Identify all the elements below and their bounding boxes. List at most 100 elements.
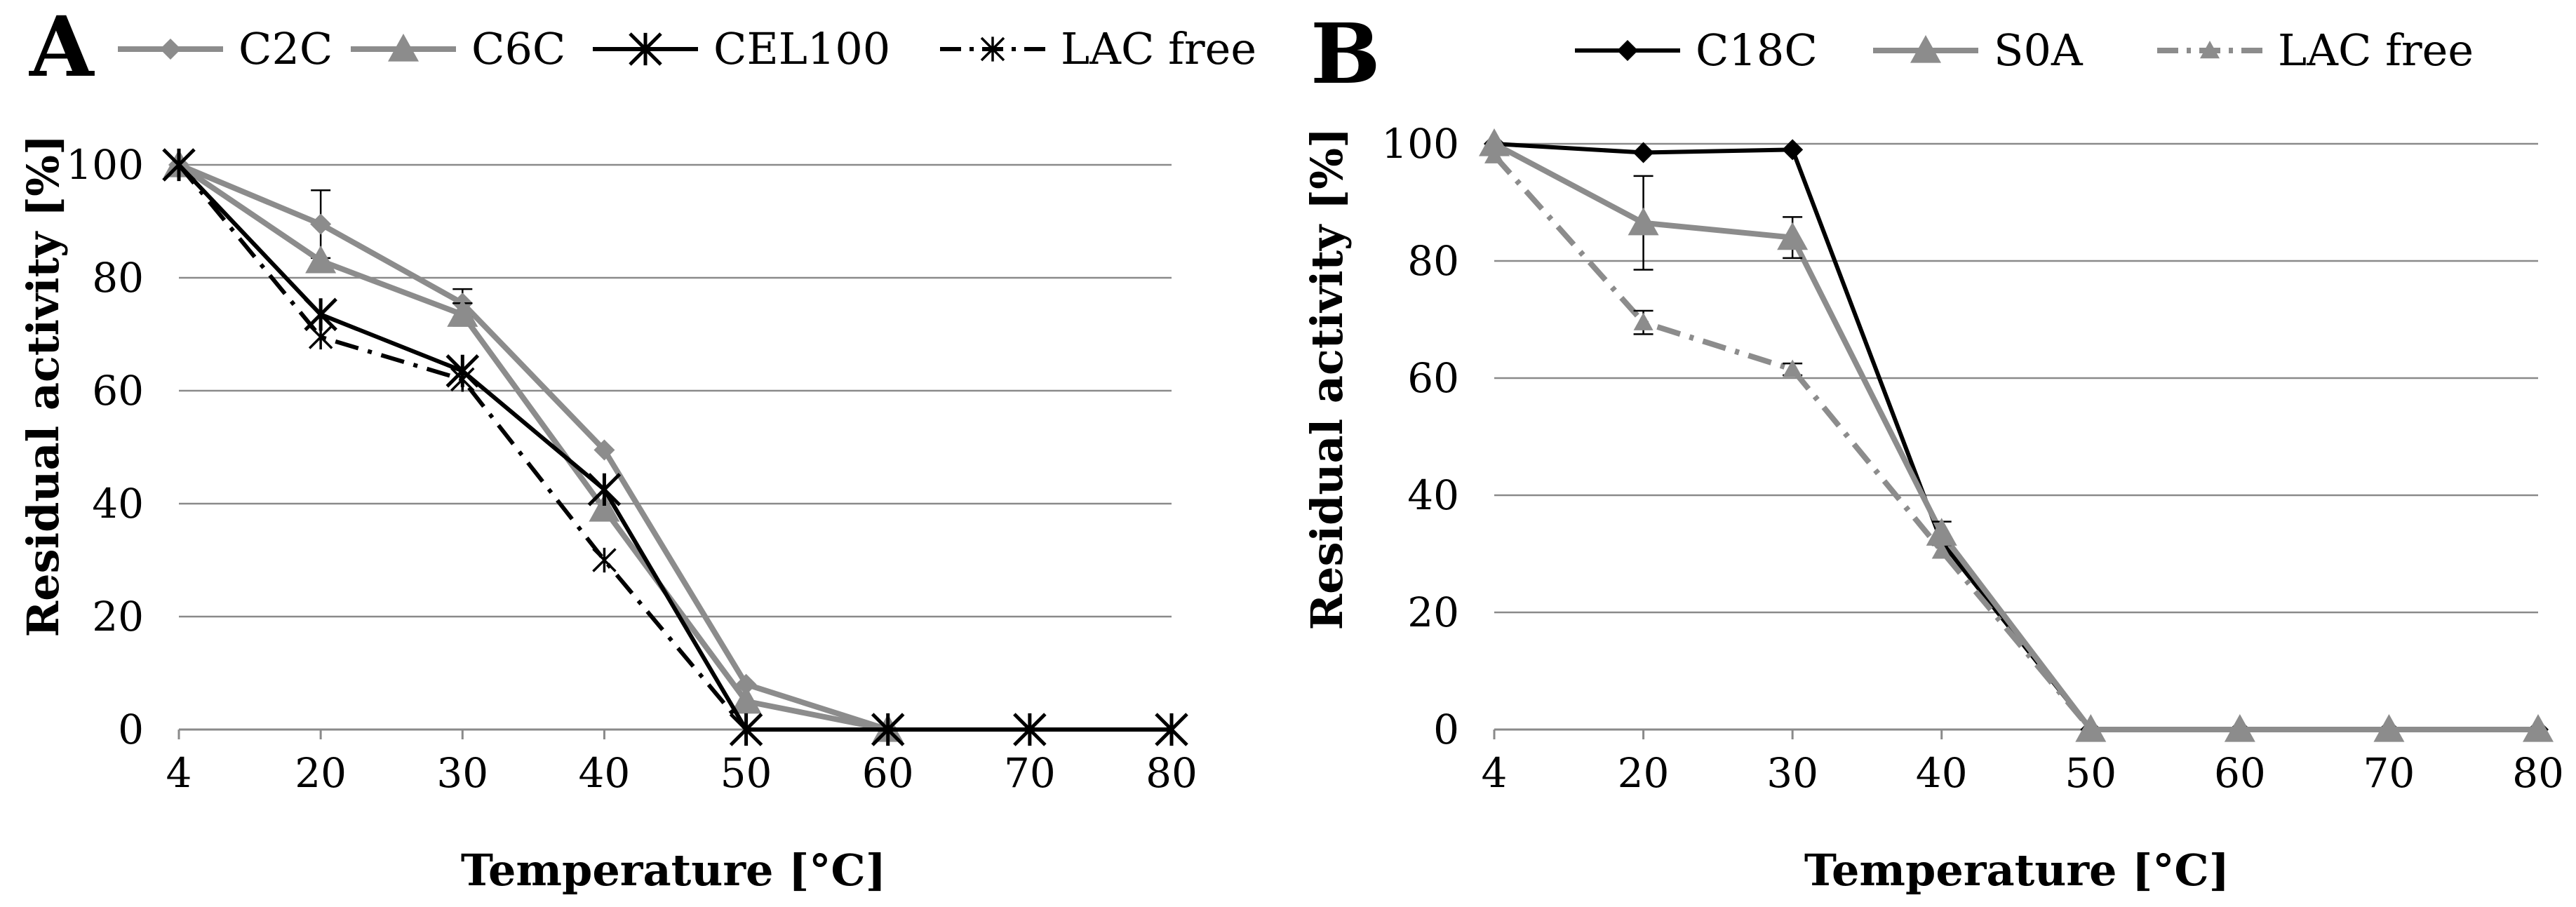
panel-b-chart: B 0 20 40 60 80 100 4 20 30 40 50 60 70 80 C18C S0A LA… <box>1301 5 2564 896</box>
series-s0a <box>1479 128 2554 742</box>
data-point <box>1628 207 1659 236</box>
x-tick-label: 80 <box>2512 749 2564 797</box>
x-tick-label: 40 <box>579 749 631 797</box>
y-tick-label: 80 <box>1407 237 1459 285</box>
legend-label: LAC free <box>2278 25 2474 76</box>
series-line <box>177 162 889 732</box>
y-tick-label: 0 <box>1433 706 1459 753</box>
y-tick-label: 40 <box>92 480 144 528</box>
x-tick-label: 40 <box>1916 749 1968 797</box>
legend-label: C6C <box>471 23 565 74</box>
panel-b-series <box>1479 128 2554 742</box>
y-tick-label: 40 <box>1407 471 1459 519</box>
y-tick-label: 20 <box>1407 589 1459 636</box>
panel-a-legend: C2C C6C CEL100 LAC free <box>118 23 1256 74</box>
data-point <box>1159 717 1184 742</box>
series-line <box>177 163 1172 732</box>
series-lac-free <box>1484 145 2548 738</box>
series-line <box>177 162 889 732</box>
data-point <box>1926 518 1957 546</box>
series-cel100 <box>162 148 1188 746</box>
panel-b-x-ticks: 4 20 30 40 50 60 70 80 <box>1482 730 2564 797</box>
data-point <box>1783 359 1803 377</box>
panel-b-legend: C18C S0A LAC free <box>1575 25 2474 76</box>
data-point <box>734 717 758 742</box>
series-line <box>177 163 1172 732</box>
data-point <box>1777 222 1809 250</box>
data-point <box>2081 720 2101 738</box>
data-point <box>592 547 617 573</box>
data-point <box>593 439 615 461</box>
x-tick-label: 80 <box>1146 749 1198 797</box>
x-tick-label: 70 <box>1004 749 1056 797</box>
legend-entry: S0A <box>1873 25 2084 76</box>
x-tick-label: 70 <box>2363 749 2415 797</box>
legend-marker <box>1910 35 1941 63</box>
x-tick-label: 30 <box>436 749 488 797</box>
series-lac-free <box>166 152 1184 742</box>
panel-b-letter: B <box>1310 5 1381 102</box>
data-point <box>1017 717 1042 742</box>
data-point <box>447 299 478 327</box>
data-point <box>589 494 620 522</box>
data-point <box>2229 720 2250 738</box>
y-tick-label: 0 <box>118 706 144 753</box>
data-point <box>1484 145 1504 163</box>
data-point <box>1633 312 1653 330</box>
legend-marker <box>2200 41 2220 59</box>
y-tick-label: 80 <box>92 254 144 302</box>
panel-a-letter: A <box>29 0 95 95</box>
panel-a-y-ticks: 0 20 40 60 80 100 <box>66 141 144 753</box>
data-point <box>166 152 192 177</box>
y-tick-label: 60 <box>1407 354 1459 402</box>
x-tick-label: 60 <box>862 749 914 797</box>
legend-label: S0A <box>1994 25 2084 76</box>
legend-marker <box>388 34 419 62</box>
legend-entry: C18C <box>1575 25 1818 76</box>
legend-marker <box>1617 40 1638 61</box>
x-tick-label: 60 <box>2214 749 2266 797</box>
x-tick-label: 20 <box>295 749 347 797</box>
series-c6c <box>163 149 904 742</box>
panel-b-y-axis-title: Residual activity [%] <box>1301 128 1353 631</box>
legend-entry: LAC free <box>940 23 1256 74</box>
data-point <box>1632 142 1654 163</box>
data-point <box>1931 541 1952 559</box>
panel-a-chart: A 0 20 40 60 80 100 4 20 30 40 50 60 70 80 C2C C6C CEL… <box>18 0 1256 896</box>
data-point <box>876 717 900 742</box>
x-tick-label: 4 <box>1482 749 1508 797</box>
data-point <box>305 245 337 274</box>
series-line <box>1493 141 2538 732</box>
legend-entry: C6C <box>351 23 565 74</box>
legend-label: CEL100 <box>713 23 890 74</box>
data-point <box>730 685 762 714</box>
legend-marker <box>980 36 1005 62</box>
data-point <box>2528 720 2548 738</box>
x-tick-label: 30 <box>1766 749 1818 797</box>
legend-entry: C2C <box>118 23 333 74</box>
data-point <box>308 324 333 350</box>
data-point <box>450 367 475 392</box>
panel-b-y-ticks: 0 20 40 60 80 100 <box>1381 120 1459 753</box>
y-tick-label: 100 <box>66 141 144 189</box>
panel-a-series <box>162 148 1188 746</box>
legend-marker <box>160 39 181 60</box>
x-tick-label: 20 <box>1618 749 1670 797</box>
x-tick-label: 50 <box>720 749 772 797</box>
panel-b-x-axis-title: Temperature [°C] <box>1804 845 2229 896</box>
y-tick-label: 60 <box>92 367 144 415</box>
series-c2c <box>168 154 899 740</box>
legend-entry: CEL100 <box>593 23 890 74</box>
legend-entry: LAC free <box>2157 25 2474 76</box>
panel-a-y-axis-title: Residual activity [%] <box>18 135 69 638</box>
legend-label: LAC free <box>1061 23 1256 74</box>
legend-label: C2C <box>239 23 333 74</box>
data-point <box>1479 128 1510 156</box>
y-tick-label: 20 <box>92 593 144 640</box>
legend-marker <box>629 32 662 66</box>
series-line <box>1492 154 2538 732</box>
x-tick-label: 50 <box>2065 749 2117 797</box>
legend-label: C18C <box>1696 25 1818 76</box>
panel-a-x-ticks: 4 20 30 40 50 60 70 80 <box>166 730 1198 797</box>
